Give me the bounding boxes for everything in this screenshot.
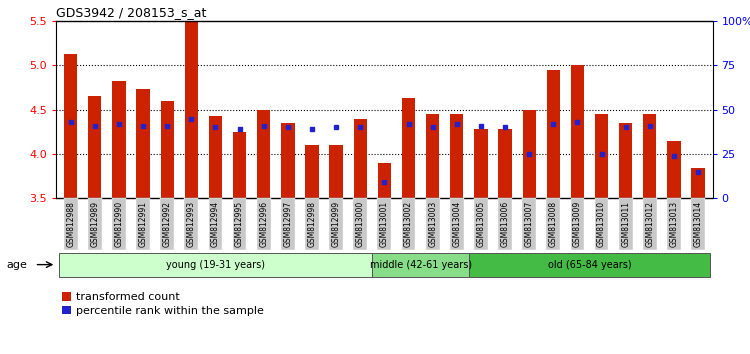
Bar	[160, 101, 174, 198]
FancyBboxPatch shape	[571, 198, 584, 250]
Bar	[305, 145, 319, 198]
Bar	[498, 129, 512, 198]
Text: GSM813011: GSM813011	[621, 201, 630, 247]
Text: GSM813004: GSM813004	[452, 201, 461, 247]
Bar	[547, 70, 560, 198]
Bar	[571, 65, 584, 198]
Text: GSM813007: GSM813007	[525, 201, 534, 247]
FancyBboxPatch shape	[256, 198, 271, 250]
FancyBboxPatch shape	[498, 198, 512, 250]
Bar	[523, 110, 536, 198]
Bar	[474, 129, 488, 198]
Bar	[88, 96, 101, 198]
Text: GSM812988: GSM812988	[66, 201, 75, 247]
Text: GSM812990: GSM812990	[115, 201, 124, 247]
FancyBboxPatch shape	[232, 198, 247, 250]
Bar	[450, 114, 464, 198]
FancyBboxPatch shape	[160, 198, 174, 250]
Text: GSM812998: GSM812998	[308, 201, 316, 247]
FancyBboxPatch shape	[643, 198, 657, 250]
FancyBboxPatch shape	[692, 198, 705, 250]
Bar	[233, 132, 246, 198]
Text: GSM813008: GSM813008	[549, 201, 558, 247]
FancyBboxPatch shape	[547, 198, 560, 250]
Bar	[595, 114, 608, 198]
Text: GSM813002: GSM813002	[404, 201, 413, 247]
Bar	[692, 168, 705, 198]
Text: GSM813013: GSM813013	[670, 201, 679, 247]
Bar	[281, 123, 295, 198]
Bar	[402, 98, 416, 198]
Bar	[378, 163, 391, 198]
Text: GSM813009: GSM813009	[573, 201, 582, 247]
FancyBboxPatch shape	[112, 198, 126, 250]
Bar	[209, 116, 222, 198]
Text: old (65-84 years): old (65-84 years)	[548, 259, 632, 270]
Text: GSM812989: GSM812989	[90, 201, 99, 247]
FancyBboxPatch shape	[667, 198, 681, 250]
Text: middle (42-61 years): middle (42-61 years)	[370, 259, 472, 270]
Text: GSM812992: GSM812992	[163, 201, 172, 247]
Bar	[426, 114, 439, 198]
FancyBboxPatch shape	[281, 198, 295, 250]
FancyBboxPatch shape	[402, 198, 416, 250]
Bar	[668, 141, 680, 198]
Text: GSM813001: GSM813001	[380, 201, 388, 247]
Text: GSM813014: GSM813014	[694, 201, 703, 247]
FancyBboxPatch shape	[88, 198, 102, 250]
FancyBboxPatch shape	[619, 198, 632, 250]
Bar	[112, 80, 125, 198]
Text: GSM812993: GSM812993	[187, 201, 196, 247]
Text: GSM812999: GSM812999	[332, 201, 340, 247]
Text: GDS3942 / 208153_s_at: GDS3942 / 208153_s_at	[56, 6, 206, 19]
FancyBboxPatch shape	[184, 198, 198, 250]
FancyBboxPatch shape	[450, 198, 464, 250]
Text: GSM813003: GSM813003	[428, 201, 437, 247]
Text: GSM813000: GSM813000	[356, 201, 364, 247]
Bar	[353, 119, 367, 198]
FancyBboxPatch shape	[305, 198, 319, 250]
Text: GSM813010: GSM813010	[597, 201, 606, 247]
Bar	[136, 89, 150, 198]
Bar	[257, 110, 271, 198]
Bar	[644, 114, 656, 198]
Text: GSM813005: GSM813005	[476, 201, 485, 247]
Text: GSM812995: GSM812995	[235, 201, 244, 247]
FancyBboxPatch shape	[136, 198, 150, 250]
FancyBboxPatch shape	[595, 198, 608, 250]
FancyBboxPatch shape	[469, 253, 710, 276]
FancyBboxPatch shape	[522, 198, 536, 250]
FancyBboxPatch shape	[474, 198, 488, 250]
Text: GSM812996: GSM812996	[260, 201, 268, 247]
Text: GSM812997: GSM812997	[284, 201, 292, 247]
Bar	[184, 22, 198, 198]
Text: young (19-31 years): young (19-31 years)	[166, 259, 265, 270]
FancyBboxPatch shape	[353, 198, 367, 250]
FancyBboxPatch shape	[426, 198, 439, 250]
Legend: transformed count, percentile rank within the sample: transformed count, percentile rank withi…	[62, 292, 264, 316]
Text: GSM812994: GSM812994	[211, 201, 220, 247]
Text: age: age	[6, 260, 27, 270]
FancyBboxPatch shape	[372, 253, 469, 276]
Bar	[329, 145, 343, 198]
Bar	[619, 123, 632, 198]
FancyBboxPatch shape	[329, 198, 343, 250]
Text: GSM812991: GSM812991	[139, 201, 148, 247]
Text: GSM813006: GSM813006	[500, 201, 509, 247]
FancyBboxPatch shape	[64, 198, 77, 250]
Text: GSM813012: GSM813012	[645, 201, 654, 247]
FancyBboxPatch shape	[58, 253, 372, 276]
Bar	[64, 54, 77, 198]
FancyBboxPatch shape	[209, 198, 222, 250]
FancyBboxPatch shape	[377, 198, 392, 250]
